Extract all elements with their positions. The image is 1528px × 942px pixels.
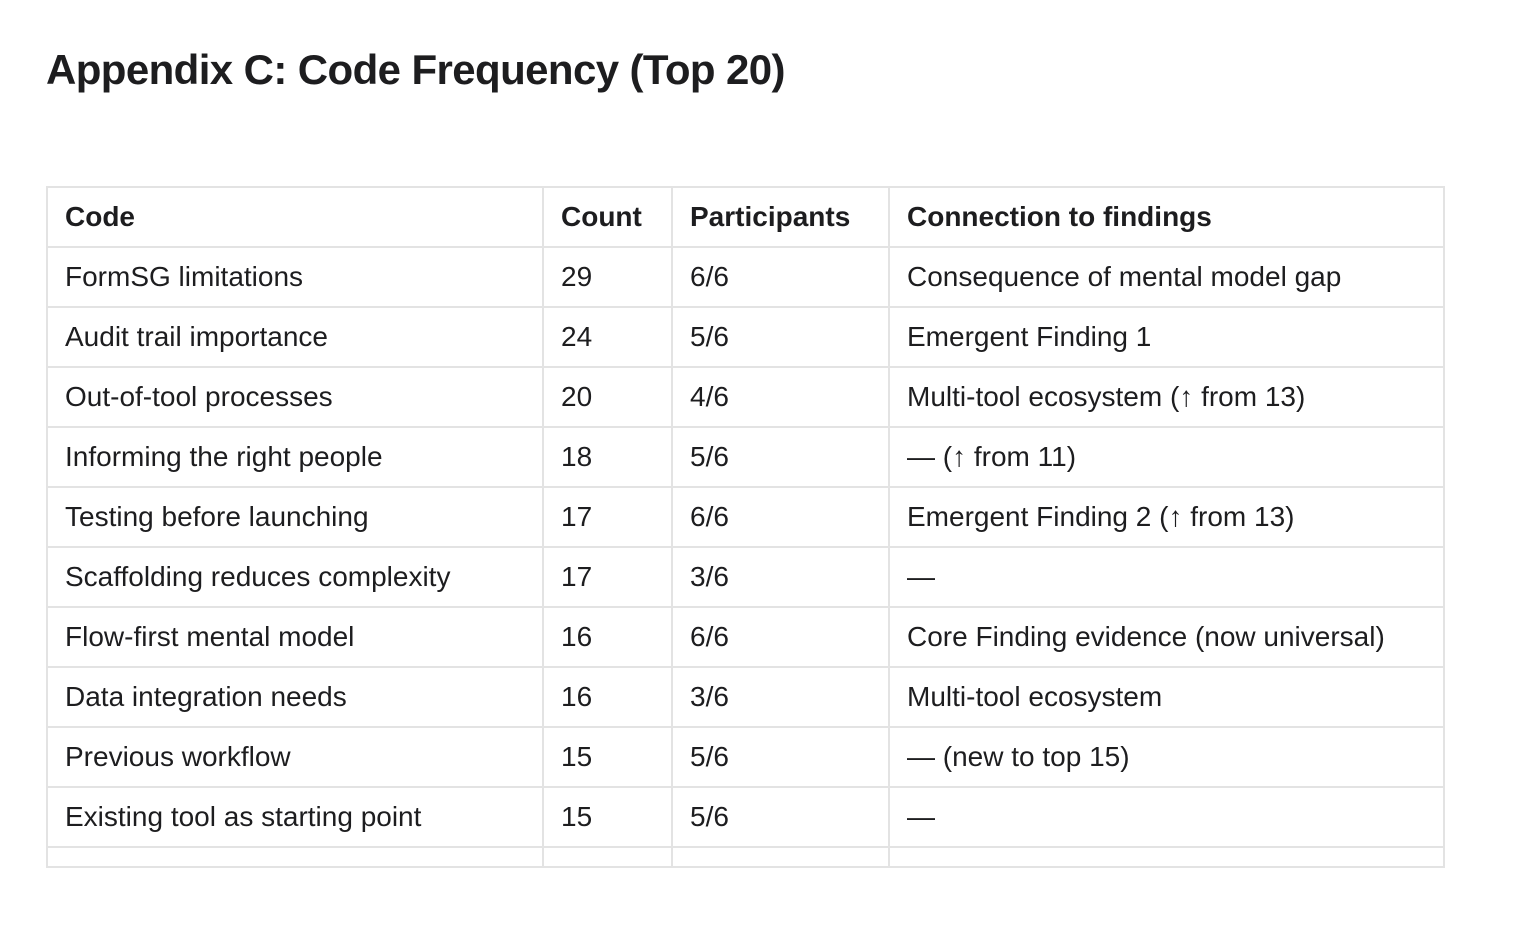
table-row: FormSG limitations 29 6/6 Consequence of me… (46, 245, 1445, 308)
cell-connection: — (888, 545, 1445, 608)
table-row (46, 845, 1445, 868)
table-row: Testing before launching 17 6/6 Emergent Fi… (46, 485, 1445, 548)
cell-count: 18 (542, 425, 673, 488)
cell-count: 16 (542, 665, 673, 728)
document-page: Appendix C: Code Frequency (Top 20) Code… (0, 44, 1528, 868)
cell-connection: — (888, 785, 1445, 848)
cell-code: Flow-first mental model (46, 605, 544, 668)
column-header-code: Code (46, 185, 544, 248)
cell-participants: 6/6 (671, 485, 890, 548)
cell-code: Previous workflow (46, 725, 544, 788)
cell-connection: Emergent Finding 1 (888, 305, 1445, 368)
page-title: Appendix C: Code Frequency (Top 20) (46, 46, 786, 93)
cell-connection: Core Finding evidence (now universal) (888, 605, 1445, 668)
cell-code: Informing the right people (46, 425, 544, 488)
cell-participants: 6/6 (671, 245, 890, 308)
cell-count: 20 (542, 365, 673, 428)
table-body: FormSG limitations 29 6/6 Consequence of me… (46, 245, 1445, 868)
cell-participants: 5/6 (671, 785, 890, 848)
table-row: Previous workflow 15 5/6— (new to top 15) (46, 725, 1445, 788)
table-row: Data integration needs 16 3/6 Multi-tool ec… (46, 665, 1445, 728)
cell-connection: Emergent Finding 2 (↑ from 13) (888, 485, 1445, 548)
cell-count: 17 (542, 485, 673, 548)
cell-participants (671, 845, 890, 868)
cell-participants: 3/6 (671, 665, 890, 728)
cell-participants: 5/6 (671, 425, 890, 488)
table-row: Flow-first mental model 16 6/6 Core Finding… (46, 605, 1445, 668)
cell-participants: 3/6 (671, 545, 890, 608)
cell-connection (888, 845, 1445, 868)
column-header-count: Count (542, 185, 673, 248)
cell-connection: Multi-tool ecosystem (888, 665, 1445, 728)
table-row: Audit trail importance 24 5/6 Emergent Find… (46, 305, 1445, 368)
cell-code: Existing tool as starting point (46, 785, 544, 848)
cell-connection: Multi-tool ecosystem (↑ from 13) (888, 365, 1445, 428)
table-row: Out-of-tool processes 20 4/6 Multi-tool eco… (46, 365, 1445, 428)
table-header: Code Count Participants Connection to fi… (46, 185, 1445, 248)
table-row: Informing the right people 18 5/6— (↑ from… (46, 425, 1445, 488)
cell-code: Out-of-tool processes (46, 365, 544, 428)
table-row: Existing tool as starting point 15 5/6— (46, 785, 1445, 848)
cell-count: 15 (542, 785, 673, 848)
cell-participants: 5/6 (671, 725, 890, 788)
cell-code (46, 845, 544, 868)
cell-count: 15 (542, 725, 673, 788)
table-row: Scaffolding reduces complexity 17 3/6— (46, 545, 1445, 608)
cell-code: FormSG limitations (46, 245, 544, 308)
cell-connection: — (↑ from 11) (888, 425, 1445, 488)
header-row: Code Count Participants Connection to fi… (46, 185, 1445, 248)
cell-code: Data integration needs (46, 665, 544, 728)
cell-count (542, 845, 673, 868)
cell-count: 16 (542, 605, 673, 668)
cell-participants: 6/6 (671, 605, 890, 668)
column-header-participants: Participants (671, 185, 890, 248)
cell-participants: 5/6 (671, 305, 890, 368)
cell-participants: 4/6 (671, 365, 890, 428)
cell-connection: Consequence of mental model gap (888, 245, 1445, 308)
cell-count: 17 (542, 545, 673, 608)
cell-code: Scaffolding reduces complexity (46, 545, 544, 608)
code-frequency-table: Code Count Participants Connection to fi… (46, 185, 1445, 868)
column-header-connection: Connection to findings (888, 185, 1445, 248)
cell-count: 24 (542, 305, 673, 368)
cell-code: Testing before launching (46, 485, 544, 548)
cell-count: 29 (542, 245, 673, 308)
cell-code: Audit trail importance (46, 305, 544, 368)
cell-connection: — (new to top 15) (888, 725, 1445, 788)
